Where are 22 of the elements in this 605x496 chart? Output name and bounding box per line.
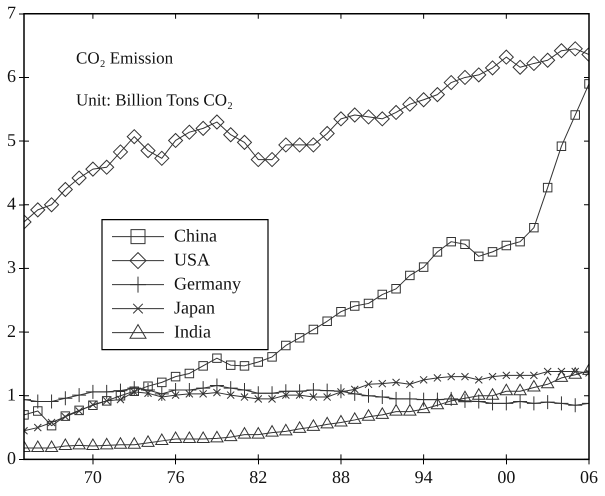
annotation: Unit: Billion Tons CO₂ — [76, 90, 233, 110]
annotation: CO₂ Emission — [76, 48, 174, 68]
y-tick-label: 2 — [7, 320, 16, 341]
x-tick-label: 76 — [166, 466, 185, 487]
y-tick-label: 0 — [7, 448, 16, 468]
y-tick-label: 3 — [7, 257, 16, 278]
legend-label: Japan — [174, 297, 215, 318]
x-tick-label: 06 — [580, 466, 598, 487]
x-tick-label: 00 — [497, 466, 516, 487]
x-tick-label: 94 — [414, 466, 433, 487]
y-tick-label: 4 — [7, 194, 16, 214]
y-tick-label: 1 — [7, 384, 16, 404]
legend-label: China — [174, 225, 218, 246]
x-tick-label: 70 — [84, 466, 102, 487]
y-tick-label: 7 — [7, 2, 16, 23]
y-tick-label: 5 — [7, 130, 16, 150]
y-tick-label: 6 — [7, 66, 16, 86]
legend-label: India — [174, 321, 211, 342]
x-tick-label: 82 — [249, 466, 268, 487]
legend-label: Germany — [174, 273, 241, 294]
legend-label: USA — [174, 249, 210, 270]
x-tick-label: 88 — [332, 466, 350, 487]
